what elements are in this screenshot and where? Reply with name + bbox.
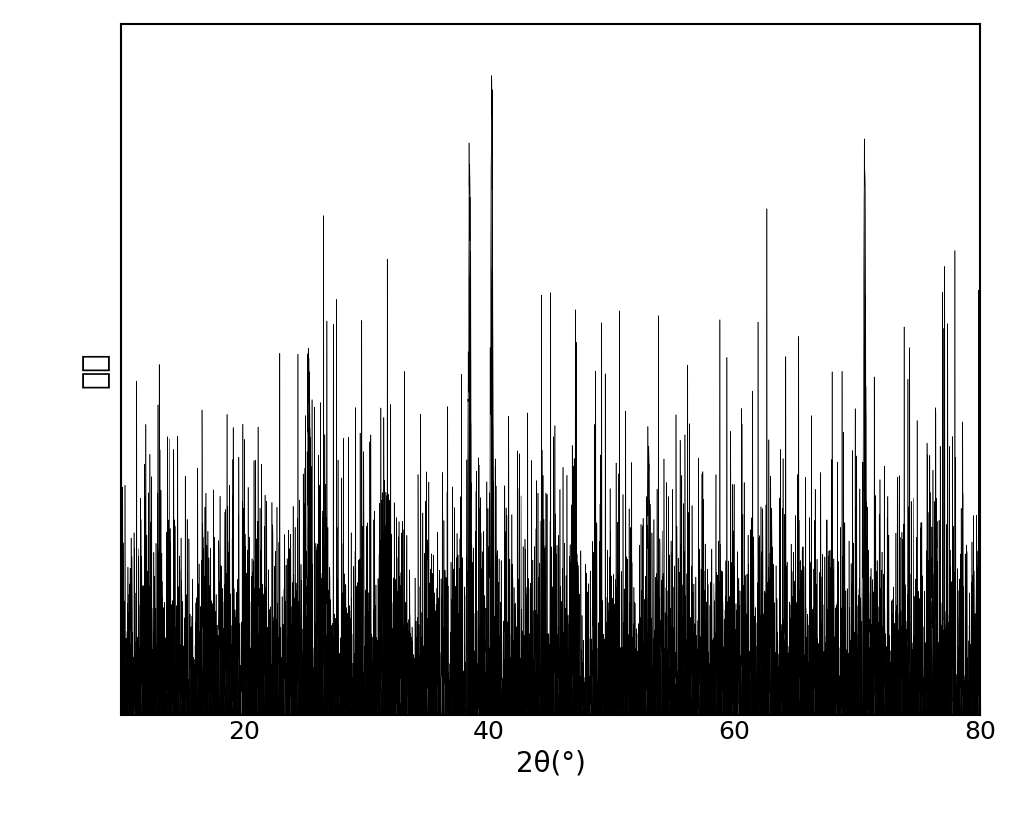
Y-axis label: 强度: 强度 [81, 352, 110, 388]
X-axis label: 2θ(°): 2θ(°) [515, 750, 586, 778]
